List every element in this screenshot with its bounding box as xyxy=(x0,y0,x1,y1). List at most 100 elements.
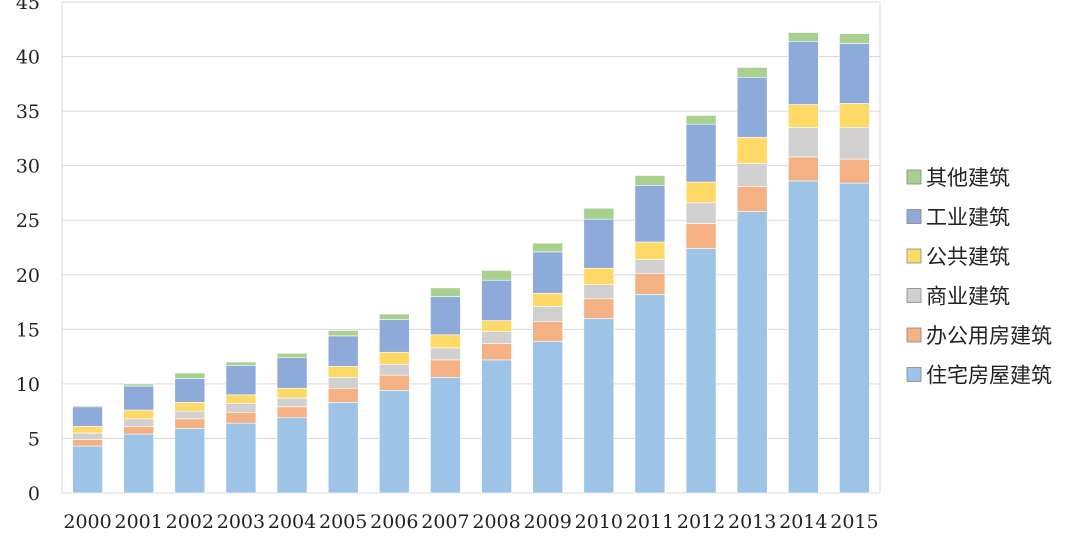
x-tick-label: 2000 xyxy=(63,511,111,533)
bar-segment xyxy=(225,361,257,366)
bar-segment xyxy=(788,127,819,158)
bar-segment xyxy=(225,422,257,494)
bar-stack-2010 xyxy=(583,207,615,494)
bar-segment xyxy=(430,287,461,297)
bar-segment xyxy=(839,127,870,160)
legend-label: 办公用房建筑 xyxy=(926,324,1052,348)
y-tick-label: 30 xyxy=(16,156,40,178)
bar-segment xyxy=(634,259,666,274)
x-tick-label: 2002 xyxy=(166,511,214,533)
bar-segment xyxy=(123,409,154,420)
y-tick-label: 10 xyxy=(16,374,40,396)
x-tick-label: 2015 xyxy=(830,511,878,533)
bar-segment xyxy=(225,394,257,404)
bar-segment xyxy=(379,374,410,391)
bar-segment xyxy=(327,330,359,337)
bar-segment xyxy=(174,410,206,420)
x-tick-label: 2008 xyxy=(472,511,520,533)
bar-segment xyxy=(481,331,512,344)
bar-segment xyxy=(72,445,103,494)
x-tick-label: 2010 xyxy=(575,511,623,533)
bar-segment xyxy=(685,248,717,494)
legend-item: 住宅房屋建筑 xyxy=(906,364,1052,388)
bar-segment xyxy=(327,377,359,389)
bar-segment xyxy=(583,207,615,220)
bar-stack-2006 xyxy=(379,313,410,494)
x-tick-label: 2011 xyxy=(626,511,674,533)
bar-segment xyxy=(839,103,870,128)
bar-segment xyxy=(736,67,768,78)
legend-swatch xyxy=(906,288,922,303)
bar-segment xyxy=(839,33,870,44)
bar-segment xyxy=(685,202,717,224)
bar-segment xyxy=(327,335,359,367)
bar-segment xyxy=(788,40,819,105)
bar-segment xyxy=(174,378,206,403)
y-tick-label: 45 xyxy=(16,0,40,14)
bar-segment xyxy=(430,334,461,349)
bar-stack-2012 xyxy=(685,115,717,494)
bar-segment xyxy=(583,284,615,300)
bar-segment xyxy=(788,156,819,182)
x-tick-label: 2004 xyxy=(268,511,316,533)
bar-segment xyxy=(72,432,103,440)
bar-segment xyxy=(634,175,666,186)
bar-segment xyxy=(634,273,666,295)
bar-segment xyxy=(379,390,410,494)
y-axis-tick-labels: 0 5 10 15 20 25 30 35 40 45 xyxy=(16,0,40,505)
bar-segment xyxy=(327,366,359,378)
bar-segment xyxy=(685,123,717,183)
y-tick-label: 25 xyxy=(16,210,40,232)
y-tick-label: 15 xyxy=(16,319,40,341)
bar-segment xyxy=(685,223,717,249)
bar-stack-2002 xyxy=(174,372,206,494)
bar-segment xyxy=(174,372,206,379)
bar-segment xyxy=(276,406,308,419)
legend-swatch xyxy=(906,169,922,185)
bars xyxy=(72,32,870,494)
y-tick-label: 20 xyxy=(16,265,40,287)
x-tick-label: 2013 xyxy=(728,511,776,533)
bar-segment xyxy=(123,383,154,387)
bar-segment xyxy=(327,387,359,403)
bar-segment xyxy=(225,411,257,424)
bar-segment xyxy=(634,241,666,260)
bar-stack-2014 xyxy=(788,32,819,494)
bar-segment xyxy=(532,251,563,294)
bar-segment xyxy=(379,363,410,376)
bar-segment xyxy=(736,136,768,164)
bar-segment xyxy=(430,347,461,361)
bar-segment xyxy=(481,270,512,281)
bar-segment xyxy=(532,242,563,253)
bar-segment xyxy=(430,359,461,378)
bar-segment xyxy=(685,181,717,204)
bar-segment xyxy=(532,293,563,307)
bar-segment xyxy=(123,433,154,494)
bar-segment xyxy=(685,115,717,125)
legend-item: 工业建筑 xyxy=(906,206,1010,230)
bar-stack-2008 xyxy=(481,270,512,494)
bar-segment xyxy=(839,182,870,494)
bar-stack-2003 xyxy=(225,361,257,494)
bar-stack-2004 xyxy=(276,353,308,494)
bar-segment xyxy=(736,76,768,138)
bar-segment xyxy=(379,313,410,320)
legend-item: 其他建筑 xyxy=(906,166,1010,190)
legend-label: 公共建筑 xyxy=(926,245,1010,269)
bar-segment xyxy=(481,343,512,361)
bar-segment xyxy=(379,351,410,365)
bar-segment xyxy=(839,43,870,104)
bar-segment xyxy=(123,385,154,411)
x-axis-tick-labels: 2000 2001 2002 2003 2004 2005 2006 2007 2008 2009… xyxy=(63,511,878,533)
y-tick-label: 40 xyxy=(16,47,40,69)
bar-segment xyxy=(430,377,461,494)
bar-segment xyxy=(72,439,103,447)
legend-item: 公共建筑 xyxy=(906,245,1010,269)
legend-swatch xyxy=(906,327,922,343)
bar-segment xyxy=(276,357,308,389)
bar-segment xyxy=(839,158,870,184)
bar-segment xyxy=(72,406,103,427)
bar-stack-2005 xyxy=(327,330,359,494)
legend-swatch xyxy=(906,248,922,264)
y-tick-label: 0 xyxy=(28,483,40,505)
